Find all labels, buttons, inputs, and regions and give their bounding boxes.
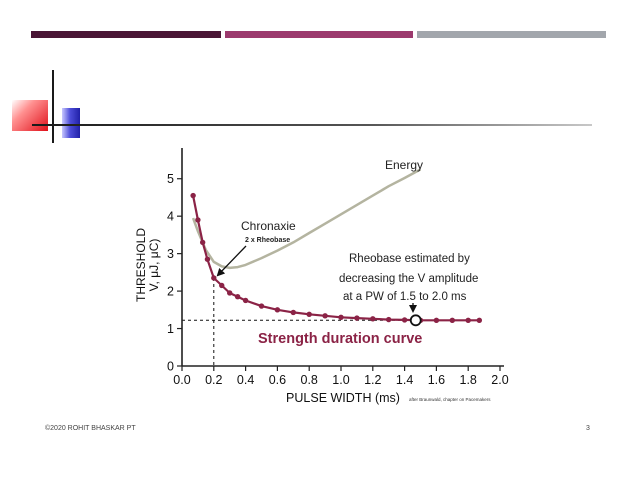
- header-bar-magenta: [225, 31, 413, 38]
- rheobase-label-line2: decreasing the V amplitude: [339, 273, 478, 285]
- chronaxie-label: Chronaxie: [241, 219, 296, 233]
- rheobase-marker: [409, 314, 422, 327]
- chronaxie-sub-label: 2 x Rheobase: [245, 237, 290, 244]
- strength-duration-point: [219, 282, 225, 289]
- header-bar-dark: [31, 31, 221, 38]
- y-axis-title-line2: V, μJ, μC): [147, 239, 161, 292]
- x-tick-label: 0.4: [237, 373, 254, 387]
- y-axis-title-line1: THRESHOLD: [134, 228, 148, 302]
- x-tick-label: 0.0: [173, 373, 190, 387]
- strength-duration-point: [370, 316, 376, 322]
- strength-duration-point: [190, 192, 196, 199]
- strength-duration-point: [242, 297, 249, 304]
- x-tick-label: 0.6: [269, 373, 286, 387]
- x-tick-label: 0.8: [301, 373, 318, 387]
- y-tick-label: 1: [167, 322, 174, 336]
- decor-horizontal-line: [32, 124, 592, 126]
- y-tick-label: 5: [167, 172, 174, 186]
- strength-duration-point: [338, 314, 344, 321]
- y-tick-label: 4: [167, 210, 174, 224]
- x-axis-title: PULSE WIDTH (ms): [286, 391, 400, 405]
- y-tick-label: 2: [167, 285, 174, 299]
- strength-duration-point: [274, 307, 281, 313]
- decor-vertical-line: [52, 70, 54, 143]
- strength-duration-point: [449, 317, 455, 324]
- x-tick-label: 1.8: [460, 373, 477, 387]
- x-tick-label: 1.2: [364, 373, 381, 387]
- strength-duration-point: [401, 317, 408, 323]
- strength-duration-point: [211, 275, 217, 281]
- strength-duration-point: [433, 317, 440, 324]
- decor-blue-square: [62, 108, 80, 138]
- strength-duration-point: [195, 217, 201, 223]
- footer-copyright: ©2020 ROHIT BHASKAR PT: [45, 425, 136, 432]
- y-tick-label: 3: [167, 247, 174, 261]
- strength-duration-point: [227, 290, 233, 296]
- strength-duration-point: [199, 239, 206, 246]
- strength-duration-point: [476, 317, 483, 324]
- x-tick-label: 1.6: [428, 373, 445, 387]
- energy-curve: [191, 168, 422, 270]
- strength-duration-point: [306, 311, 312, 318]
- strength-duration-point: [234, 294, 241, 300]
- y-tick-label: 0: [167, 360, 174, 374]
- rheobase-label-line1: Rheobase estimated by: [349, 253, 470, 265]
- source-note: after Braunwald, chapter on Pacemakers: [409, 397, 491, 402]
- header-bar-gray: [417, 31, 606, 38]
- strength-duration-point: [386, 316, 392, 323]
- strength-duration-point: [354, 315, 360, 321]
- strength-duration-point: [322, 313, 328, 319]
- energy-label: Energy: [385, 158, 423, 172]
- x-tick-label: 1.4: [396, 373, 413, 387]
- rheobase-label-line3: at a PW of 1.5 to 2.0 ms: [343, 291, 467, 303]
- strength-duration-point: [258, 303, 265, 309]
- footer-page-number: 3: [586, 425, 590, 432]
- chart-title: Strength duration curve: [258, 331, 422, 347]
- x-tick-label: 2.0: [491, 373, 508, 387]
- x-tick-label: 1.0: [332, 373, 349, 387]
- strength-duration-point: [465, 317, 471, 324]
- strength-duration-point: [204, 256, 211, 262]
- x-tick-label: 0.2: [205, 373, 222, 387]
- chronaxie-arrow: [216, 245, 247, 277]
- strength-duration-point: [290, 309, 296, 316]
